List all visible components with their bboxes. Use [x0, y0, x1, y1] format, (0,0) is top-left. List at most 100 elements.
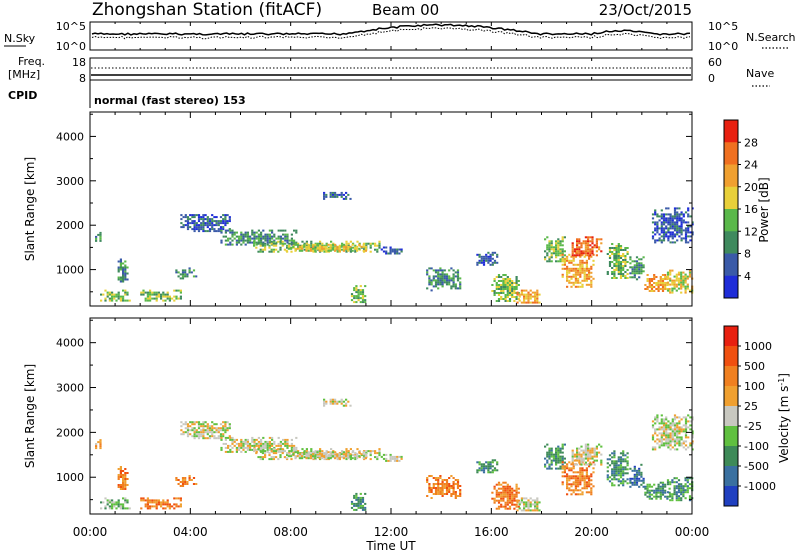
- range-time-cell: [220, 436, 223, 439]
- range-time-cell: [635, 268, 639, 271]
- range-time-cell: [277, 458, 280, 461]
- range-time-cell: [290, 455, 293, 458]
- range-time-cell: [584, 254, 587, 257]
- range-time-cell: [500, 483, 503, 486]
- range-time-cell: [369, 450, 372, 453]
- range-time-cell: [667, 213, 670, 216]
- range-time-cell: [334, 398, 337, 401]
- range-time-cell: [590, 275, 593, 278]
- range-time-cell: [642, 479, 645, 482]
- range-time-cell: [658, 426, 661, 429]
- range-time-cell: [593, 463, 596, 466]
- range-time-cell: [653, 495, 656, 498]
- range-time-cell: [671, 424, 674, 427]
- range-time-cell: [220, 239, 223, 242]
- range-time-cell: [574, 487, 577, 490]
- range-time-cell: [638, 479, 641, 482]
- range-time-cell: [673, 424, 677, 427]
- range-time-cell: [294, 457, 297, 460]
- range-time-cell: [345, 250, 348, 253]
- range-time-cell: [220, 241, 223, 244]
- range-time-cell: [493, 487, 496, 490]
- range-time-cell: [587, 254, 590, 257]
- range-time-cell: [193, 433, 196, 436]
- range-time-cell: [671, 422, 674, 425]
- range-time-cell: [548, 250, 551, 253]
- range-time-cell: [638, 473, 641, 476]
- range-time-cell: [680, 239, 683, 242]
- range-time-cell: [197, 427, 201, 430]
- range-time-cell: [555, 461, 558, 464]
- range-time-cell: [175, 269, 178, 272]
- range-time-cell: [615, 261, 618, 263]
- range-time-cell: [345, 458, 348, 461]
- range-time-cell: [253, 240, 256, 243]
- range-time-cell: [513, 503, 516, 506]
- range-time-cell: [445, 489, 449, 491]
- range-time-cell: [568, 269, 571, 272]
- range-time-cell: [208, 431, 212, 434]
- range-time-cell: [184, 224, 187, 227]
- range-time-cell: [398, 248, 401, 251]
- range-time-cell: [200, 224, 203, 227]
- range-time-cell: [182, 431, 185, 434]
- range-time-cell: [680, 493, 683, 496]
- range-time-cell: [162, 499, 165, 502]
- range-time-cell: [146, 295, 149, 298]
- nave-tick-bottom: 0: [708, 72, 715, 85]
- range-time-cell: [598, 246, 601, 249]
- range-time-cell: [186, 483, 189, 485]
- range-time-cell: [615, 249, 618, 251]
- range-time-cell: [231, 235, 234, 238]
- range-time-cell: [229, 229, 232, 232]
- range-time-cell: [671, 418, 674, 421]
- range-time-cell: [229, 448, 232, 451]
- range-time-cell: [124, 293, 127, 296]
- range-time-cell: [184, 214, 187, 217]
- range-time-cell: [162, 503, 165, 506]
- range-time-cell: [638, 258, 641, 261]
- range-time-cell: [389, 459, 392, 462]
- range-time-cell: [164, 299, 167, 302]
- range-time-cell: [585, 273, 588, 276]
- range-time-cell: [682, 424, 685, 427]
- range-time-cell: [629, 262, 632, 265]
- range-time-cell: [400, 250, 403, 253]
- range-time-cell: [385, 252, 388, 255]
- range-time-cell: [355, 504, 358, 507]
- range-time-cell: [686, 491, 689, 494]
- range-time-cell: [482, 467, 486, 470]
- range-time-cell: [279, 242, 282, 245]
- range-time-cell: [144, 505, 147, 508]
- range-time-cell: [282, 438, 285, 441]
- range-time-cell: [661, 288, 665, 290]
- range-time-cell: [260, 231, 263, 234]
- range-time-cell: [100, 501, 103, 504]
- range-time-cell: [523, 497, 526, 500]
- range-time-cell: [572, 489, 575, 492]
- range-time-cell: [677, 483, 681, 486]
- range-time-cell: [687, 213, 690, 216]
- range-time-cell: [587, 463, 590, 466]
- range-time-cell: [284, 239, 287, 242]
- range-time-cell: [290, 237, 293, 240]
- range-time-cell: [374, 450, 377, 453]
- range-time-cell: [677, 279, 681, 282]
- range-time-cell: [619, 271, 623, 273]
- range-time-cell: [193, 431, 196, 434]
- range-time-cell: [331, 243, 334, 246]
- range-time-cell: [231, 450, 234, 453]
- range-time-cell: [257, 448, 260, 451]
- range-time-cell: [598, 443, 601, 446]
- range-time-cell: [555, 451, 558, 454]
- range-time-cell: [111, 501, 114, 504]
- range-time-cell: [667, 440, 670, 443]
- range-time-cell: [624, 255, 627, 257]
- range-time-cell: [441, 483, 444, 485]
- range-time-cell: [633, 270, 636, 273]
- range-time-cell: [357, 297, 360, 300]
- range-time-cell: [572, 257, 575, 260]
- range-time-cell: [345, 245, 348, 248]
- range-time-cell: [585, 269, 588, 272]
- range-time-cell: [491, 461, 494, 464]
